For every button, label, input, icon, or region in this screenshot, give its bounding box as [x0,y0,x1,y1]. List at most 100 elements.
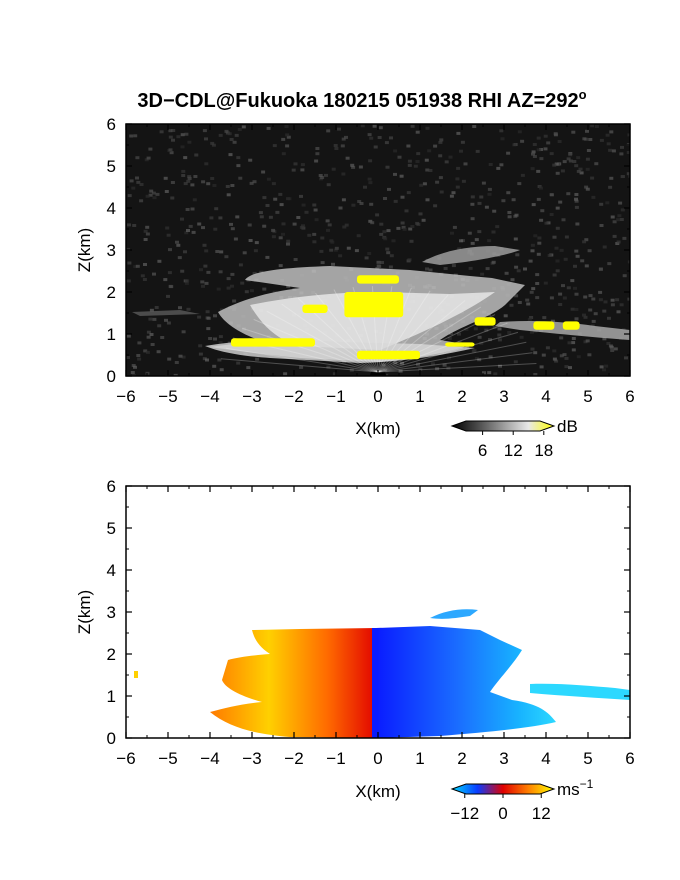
noise-speck [389,136,393,140]
noise-speck [533,373,538,376]
noise-speck [585,167,590,171]
noise-speck [173,373,178,376]
noise-speck [544,221,549,225]
noise-speck [590,176,595,180]
noise-speck [455,185,460,189]
noise-speck [236,164,241,168]
noise-speck [482,371,486,375]
noise-speck [540,209,545,213]
noise-speck [627,260,630,264]
noise-speck [242,251,247,255]
noise-speck [481,181,486,185]
noise-speck [312,240,317,244]
noise-speck [193,175,198,178]
noise-speck [585,339,590,343]
noise-speck [574,205,579,209]
noise-speck [574,292,579,296]
noise-speck [546,141,551,145]
noise-speck [504,271,509,275]
noise-speck [219,368,224,372]
noise-speck [566,286,571,290]
noise-speck [562,296,567,300]
noise-speck [333,144,338,147]
noise-speck [166,233,171,237]
noise-speck [252,180,257,184]
noise-speck [168,135,173,139]
noise-speck [258,211,263,215]
noise-speck [512,143,517,147]
noise-speck [265,204,270,207]
noise-speck [415,130,420,134]
noise-speck [531,287,536,291]
noise-speck [425,126,430,130]
noise-speck [198,352,203,356]
noise-speck [499,163,504,167]
noise-speck [187,140,192,144]
noise-speck [199,268,203,272]
colorbar-tick-label: 6 [478,441,487,460]
noise-speck [367,177,372,181]
noise-speck [166,321,171,325]
noise-speck [212,184,217,187]
noise-speck [424,158,429,162]
noise-speck [404,209,409,213]
noise-speck [393,199,398,203]
noise-speck [605,133,610,137]
noise-speck [386,229,391,233]
noise-speck [536,169,541,173]
noise-speck [415,221,420,225]
noise-speck [148,193,153,197]
noise-speck [477,230,482,234]
noise-speck [447,356,451,360]
noise-speck [273,197,278,201]
noise-speck [320,176,325,179]
noise-speck [212,364,217,368]
noise-speck [456,131,461,135]
noise-speck [475,149,480,153]
noise-speck [133,365,137,369]
noise-speck [224,129,229,133]
noise-speck [582,313,586,317]
noise-speck [576,169,581,173]
noise-speck [448,155,453,159]
noise-speck [477,358,482,362]
noise-speck [301,224,305,228]
noise-speck [430,362,435,366]
noise-speck [568,159,573,163]
noise-speck [210,177,215,180]
noise-speck [480,272,485,276]
noise-speck [344,223,349,227]
noise-speck [567,341,572,345]
noise-speck [180,145,185,149]
reflectivity-colorbar-unit: dB [557,417,578,436]
noise-speck [465,345,470,349]
reflectivity-x-label: X(km) [355,419,400,438]
noise-speck [230,227,235,231]
noise-speck [537,185,542,188]
noise-speck [575,254,580,258]
noise-speck [342,225,347,229]
noise-speck [451,264,456,268]
noise-speck [439,138,444,142]
velocity-upper-layer [430,609,478,619]
noise-speck [555,171,560,175]
noise-speck [137,357,142,361]
beam-ray [242,327,379,373]
noise-speck [425,168,430,172]
noise-speck [166,294,170,298]
noise-speck [225,185,230,188]
noise-speck [338,206,343,210]
noise-speck [607,262,612,266]
noise-speck [249,289,254,293]
noise-speck [584,185,589,189]
noise-speck [180,133,185,137]
noise-speck [325,219,330,223]
noise-speck [383,197,387,200]
noise-speck [167,357,172,361]
noise-speck [613,347,618,351]
noise-speck [176,135,181,139]
noise-speck [337,127,341,131]
noise-speck [383,237,388,241]
noise-speck [252,271,257,275]
noise-speck [183,250,187,254]
